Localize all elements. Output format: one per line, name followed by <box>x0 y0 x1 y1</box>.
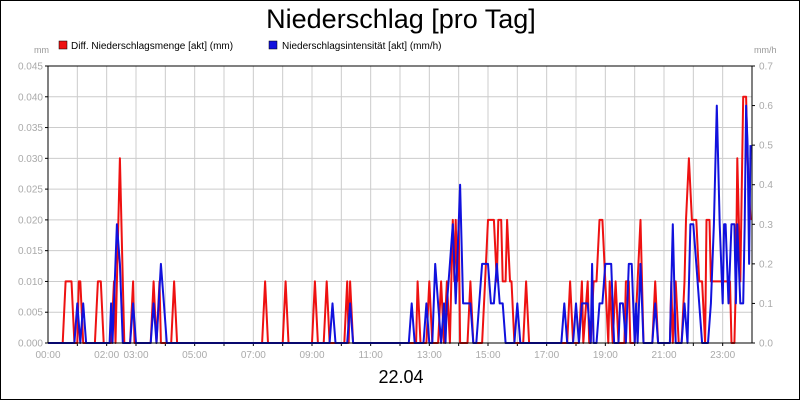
y-right-tick-label: 0.0 <box>759 339 773 350</box>
x-tick-label: 09:00 <box>299 350 324 361</box>
y-right-tick-label: 0.4 <box>759 180 773 191</box>
x-tick-label: 15:00 <box>475 350 500 361</box>
legend-label-red: Diff. Niederschlagsmenge [akt] (mm) <box>71 41 233 52</box>
series-line-niederschlagsmenge <box>48 95 752 344</box>
y-left-tick-label: 0.035 <box>18 123 43 134</box>
y-axis-right: 0.0 0.1 0.2 0.3 0.4 0.5 0.6 0.7 <box>752 62 773 350</box>
legend-label-blue: Niederschlagsintensität [akt] (mm/h) <box>282 41 442 52</box>
y-axis-left: 0.000 0.005 0.010 0.015 0.020 0.025 0.030 0.035… <box>18 62 48 350</box>
y-left-tick-label: 0.020 <box>18 215 43 226</box>
y-left-tick-label: 0.000 <box>18 339 43 350</box>
y-left-tick-label: 0.015 <box>18 246 43 257</box>
x-tick-label: 07:00 <box>241 350 266 361</box>
x-tick-label: 11:00 <box>359 350 384 361</box>
legend-swatch-blue <box>268 40 278 50</box>
y-left-tick-label: 0.045 <box>18 62 43 73</box>
chart-title: Niederschlag [pro Tag] <box>266 4 536 34</box>
x-tick-label: 19:00 <box>593 350 618 361</box>
y-right-tick-label: 0.3 <box>759 220 773 231</box>
x-tick-label: 13:00 <box>417 350 442 361</box>
date-label: 22.04 <box>378 367 424 387</box>
y-left-tick-label: 0.030 <box>18 154 43 165</box>
x-tick-label: 00:00 <box>35 350 60 361</box>
y-right-tick-label: 0.2 <box>759 259 773 270</box>
x-tick-label: 02:00 <box>94 350 119 361</box>
y-left-tick-label: 0.005 <box>18 308 43 319</box>
right-axis-unit: mm/h <box>754 45 777 55</box>
x-tick-label: 21:00 <box>651 350 676 361</box>
x-tick-label: 03:00 <box>123 350 148 361</box>
y-left-tick-label: 0.040 <box>18 92 43 103</box>
x-tick-label: 05:00 <box>182 350 207 361</box>
x-tick-label: 17:00 <box>534 350 559 361</box>
y-left-tick-label: 0.025 <box>18 185 43 196</box>
y-right-tick-label: 0.7 <box>759 62 773 73</box>
y-right-tick-label: 0.5 <box>759 141 773 152</box>
y-left-tick-label: 0.010 <box>18 277 43 288</box>
left-axis-unit: mm <box>34 45 49 55</box>
y-right-tick-label: 0.1 <box>759 299 773 310</box>
y-right-tick-label: 0.6 <box>759 101 773 112</box>
legend: Diff. Niederschlagsmenge [akt] (mm) Nied… <box>58 40 442 52</box>
plot-border <box>47 65 753 344</box>
legend-swatch-red <box>58 40 68 50</box>
x-tick-label: 23:00 <box>710 350 735 361</box>
x-axis: 00:00 02:00 03:00 05:00 07:00 09:00 11:00 13:00… <box>35 343 736 361</box>
grid-lines <box>48 66 752 343</box>
